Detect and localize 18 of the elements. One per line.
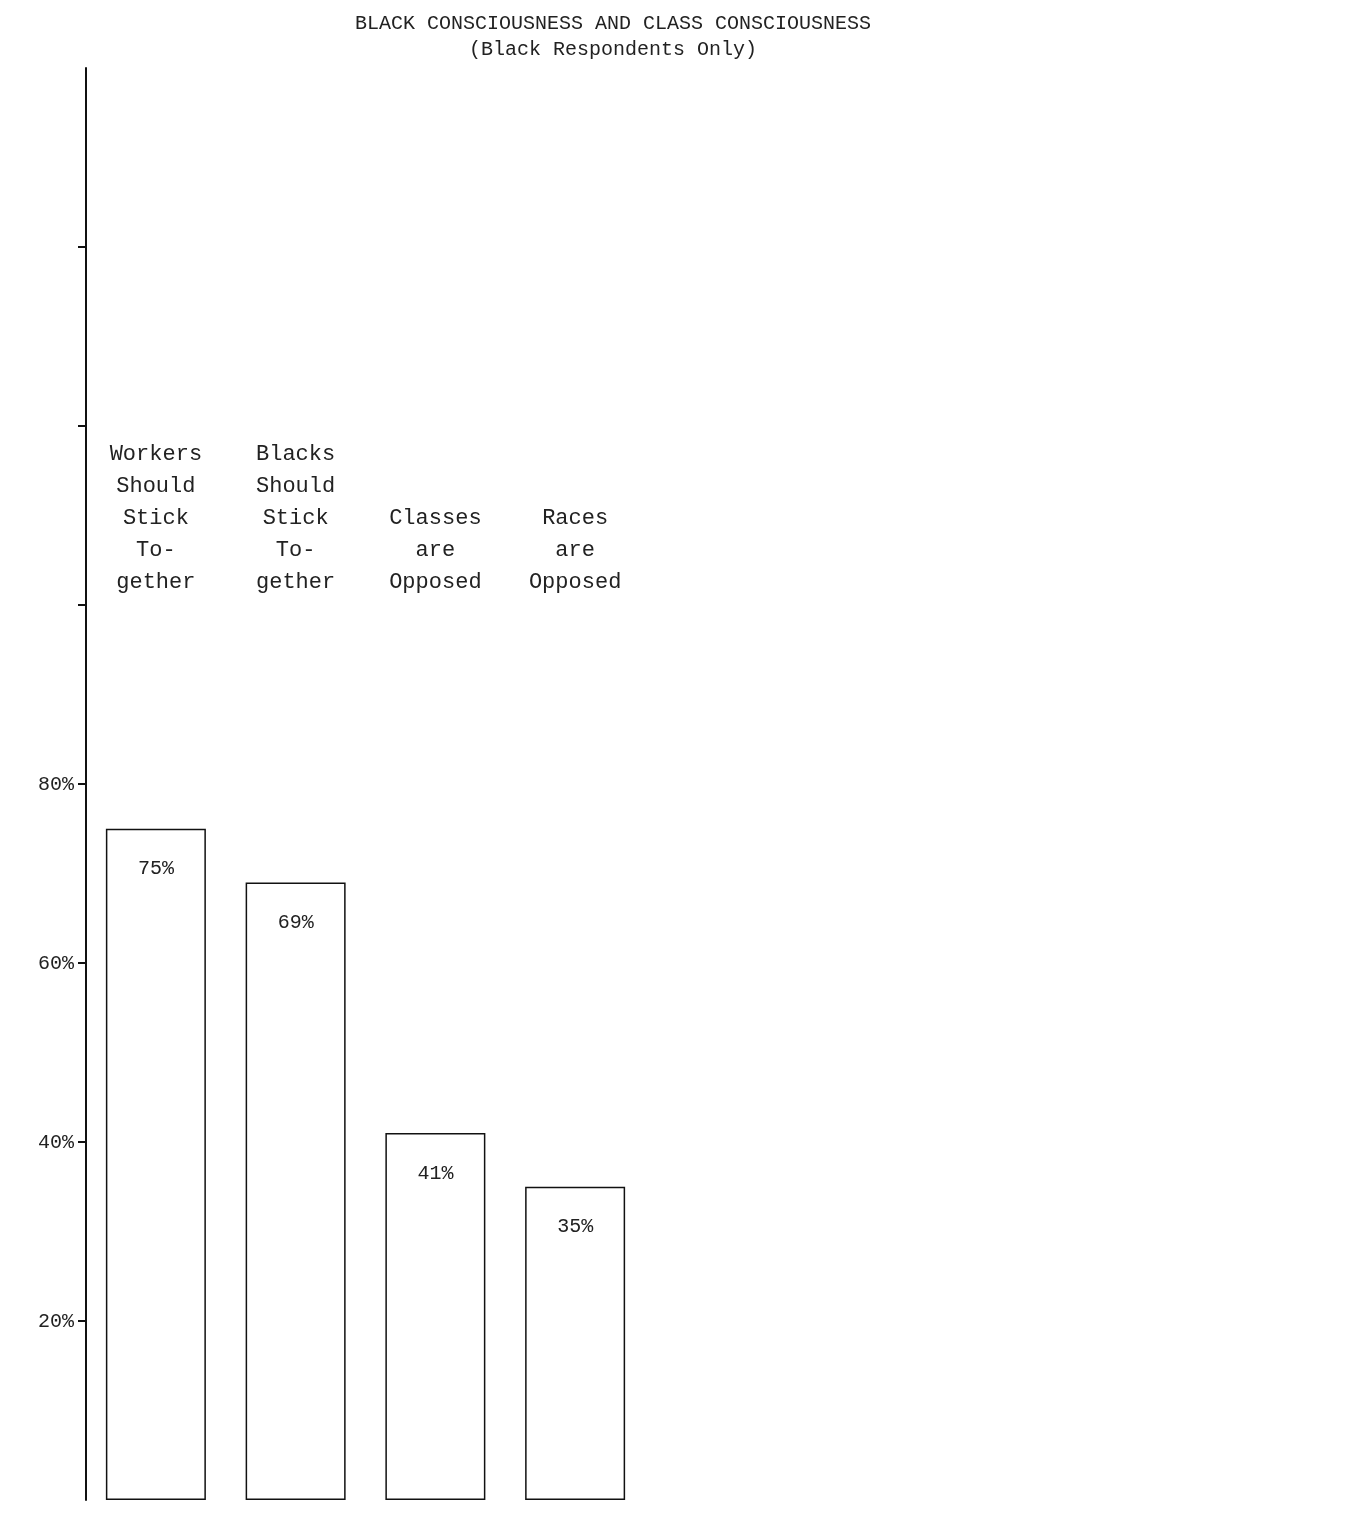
x-tick-label: Blacks Should Stick To- gether — [256, 441, 336, 595]
x-tick-label: Classes are Opposed — [389, 505, 482, 595]
y-tick-label: 40% — [37, 1130, 75, 1154]
x-tick-label: Workers Should Stick To- gether — [109, 441, 203, 595]
y-tick-label: 60% — [37, 951, 75, 975]
data-label: 35% — [557, 1215, 595, 1239]
bar — [245, 882, 346, 1500]
y-tick-label: 20% — [37, 1309, 75, 1333]
chart-subtitle: (Black Respondents Only) — [468, 37, 758, 61]
chart-title: BLACK CONSCIOUSNESS AND CLASS CONSCIOUSNESS — [354, 11, 872, 35]
data-label: 69% — [277, 910, 315, 934]
bar — [105, 828, 206, 1500]
data-label: 41% — [417, 1161, 455, 1185]
data-label: 75% — [137, 857, 175, 881]
y-tick-label: 80% — [37, 772, 75, 796]
bar — [525, 1186, 626, 1500]
bar — [385, 1133, 486, 1500]
x-tick-label: Races are Opposed — [528, 505, 622, 595]
